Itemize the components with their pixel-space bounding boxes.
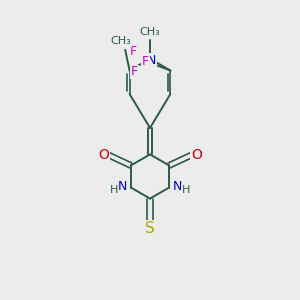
Text: F: F: [131, 65, 138, 79]
Text: N: N: [173, 180, 182, 193]
Text: N: N: [118, 180, 127, 193]
Text: H: H: [182, 185, 190, 196]
Text: F: F: [130, 45, 137, 58]
Text: H: H: [110, 185, 118, 196]
Text: S: S: [145, 220, 155, 236]
Text: N: N: [147, 54, 156, 67]
Text: O: O: [191, 148, 202, 162]
Text: CH₃: CH₃: [140, 27, 160, 37]
Text: CH₃: CH₃: [110, 36, 131, 46]
Text: O: O: [98, 148, 109, 162]
Text: F: F: [142, 55, 149, 68]
